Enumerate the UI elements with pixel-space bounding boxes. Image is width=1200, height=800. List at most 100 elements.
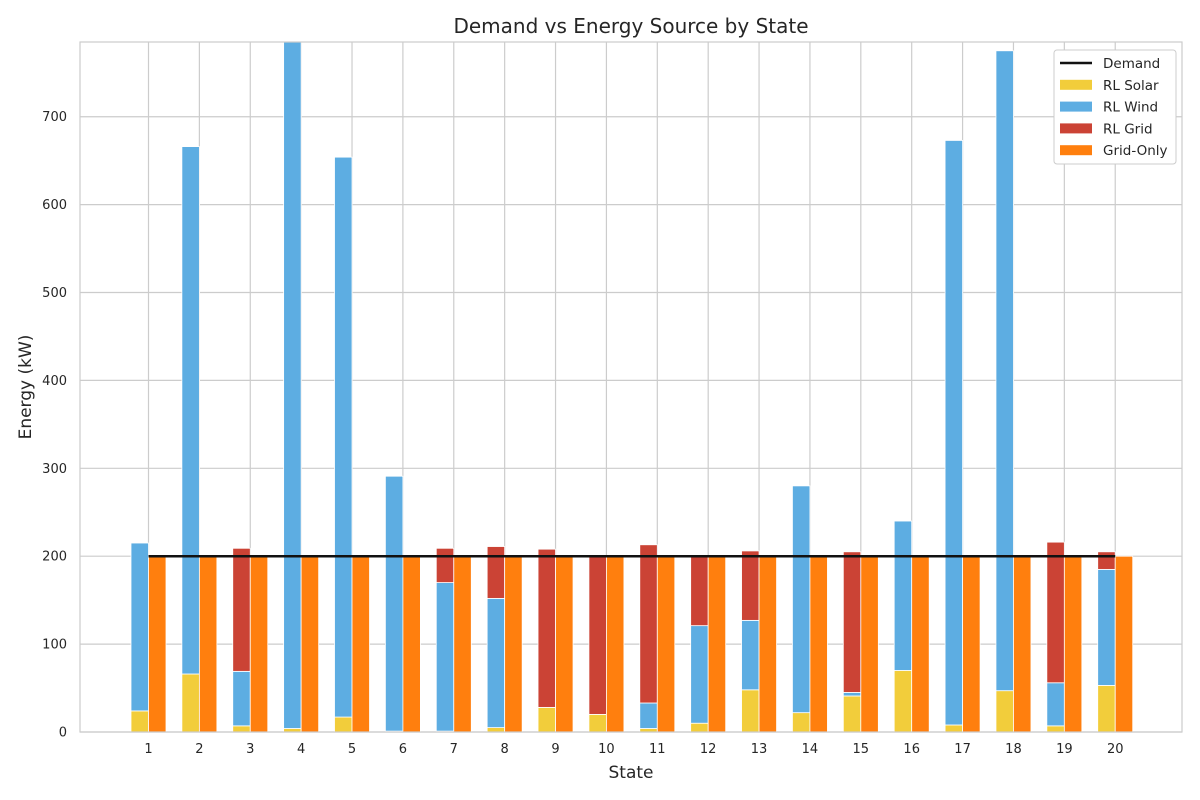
bar-rl-wind — [995, 50, 1014, 692]
y-tick-label: 0 — [59, 726, 67, 741]
y-axis-label: Energy (kW) — [16, 335, 36, 440]
x-tick-labels: 1 2 3 4 5 6 7 8 9 10 11 12 13 14 15 16 17 18 19 20 — [144, 742, 1123, 757]
legend-swatch — [1060, 101, 1092, 112]
bar-rl-solar — [334, 716, 353, 733]
bar-grid-only — [351, 555, 370, 733]
bar-grid-only — [555, 555, 574, 733]
bar-grid-only — [198, 555, 218, 733]
bar-rl-wind — [690, 625, 709, 724]
bar-grid-only — [860, 555, 879, 733]
bar-rl-solar — [995, 690, 1014, 733]
x-tick-label: 19 — [1056, 742, 1073, 757]
bar-rl-wind — [384, 475, 404, 732]
bar-rl-wind — [944, 140, 963, 726]
bar-rl-solar — [893, 670, 913, 733]
x-tick-label: 6 — [399, 742, 407, 757]
bar-grid-only — [707, 555, 727, 733]
x-tick-label: 11 — [649, 742, 666, 757]
x-tick-label: 14 — [802, 742, 819, 757]
x-tick-label: 18 — [1005, 742, 1022, 757]
y-tick-label: 400 — [42, 374, 67, 389]
bar-rl-solar — [588, 714, 607, 733]
bar-rl-wind — [1046, 682, 1065, 727]
legend-swatch — [1060, 145, 1092, 156]
chart-title: Demand vs Energy Source by State — [453, 14, 808, 38]
bar-grid-only — [1063, 555, 1083, 733]
bar-rl-grid — [232, 547, 251, 672]
bar-grid-only — [758, 555, 777, 733]
y-tick-label: 300 — [42, 462, 67, 477]
bar-grid-only — [911, 555, 930, 733]
y-tick-label: 500 — [42, 286, 67, 301]
bar-rl-wind — [283, 41, 302, 729]
bar-rl-wind — [334, 156, 353, 718]
y-tick-label: 600 — [42, 198, 67, 213]
bar-rl-grid — [435, 547, 455, 583]
bar-grid-only — [1013, 555, 1032, 733]
bar-rl-grid — [690, 555, 709, 627]
bar-grid-only — [504, 555, 523, 733]
bar-rl-wind — [893, 520, 913, 671]
legend-swatch — [1060, 123, 1092, 134]
bar-rl-solar — [130, 710, 149, 733]
bar-grid-only — [1114, 555, 1134, 733]
bar-rl-wind — [232, 670, 251, 727]
bar-grid-only — [249, 555, 269, 733]
bar-rl-wind — [181, 146, 200, 675]
legend-demand-label: Demand — [1103, 56, 1160, 72]
bar-rl-solar — [741, 689, 760, 733]
x-tick-label: 4 — [297, 742, 305, 757]
bar-grid-only — [809, 555, 828, 733]
bar-rl-grid — [486, 546, 506, 599]
plot-frame — [79, 41, 1183, 733]
bar-rl-solar — [944, 724, 963, 733]
x-tick-label: 3 — [246, 742, 254, 757]
x-tick-label: 1 — [144, 742, 152, 757]
bar-rl-grid — [639, 544, 658, 704]
legend-label: RL Solar — [1103, 78, 1159, 94]
bar-grid-only — [300, 555, 320, 733]
legend: Demand RL Solar RL Wind RL Grid Grid-Only — [1053, 49, 1177, 165]
bar-rl-wind — [792, 485, 811, 714]
x-tick-label: 15 — [853, 742, 870, 757]
bar-grid-only — [962, 555, 981, 733]
bar-rl-wind — [486, 597, 506, 729]
bar-rl-solar — [842, 695, 862, 733]
bar-rl-solar — [537, 706, 556, 733]
legend-label: Grid-Only — [1103, 143, 1168, 159]
bar-rl-solar — [690, 722, 709, 733]
legend-label: RL Grid — [1103, 121, 1153, 137]
legend-swatch — [1060, 79, 1092, 90]
y-tick-label: 700 — [42, 110, 67, 125]
x-tick-label: 20 — [1107, 742, 1124, 757]
x-tick-label: 16 — [903, 742, 920, 757]
bar-rl-solar — [486, 727, 506, 733]
x-tick-label: 2 — [195, 742, 203, 757]
bar-rl-solar — [792, 712, 811, 733]
bar-rl-grid — [741, 550, 760, 621]
x-tick-label: 7 — [450, 742, 458, 757]
legend-box — [1053, 49, 1177, 165]
x-tick-label: 8 — [501, 742, 509, 757]
bar-rl-wind — [842, 692, 862, 697]
bar-rl-wind — [130, 542, 149, 712]
x-tick-label: 10 — [598, 742, 615, 757]
bar-grid-only — [402, 555, 421, 733]
bar-rl-solar — [232, 725, 251, 733]
legend-label: RL Wind — [1103, 100, 1158, 116]
bar-rl-solar — [1097, 685, 1116, 733]
bar-rl-wind — [639, 702, 658, 729]
bar-rl-grid — [842, 551, 862, 693]
bar-grid-only — [148, 555, 167, 733]
bar-grid-only — [656, 555, 676, 733]
bar-rl-wind — [435, 582, 455, 732]
bar-rl-solar — [181, 673, 200, 733]
x-tick-label: 17 — [954, 742, 971, 757]
y-tick-label: 200 — [42, 550, 67, 565]
bar-grid-only — [453, 555, 472, 733]
bar-rl-grid — [1046, 541, 1065, 684]
bar-rl-solar — [1046, 725, 1065, 733]
bar-rl-wind — [1097, 568, 1116, 686]
